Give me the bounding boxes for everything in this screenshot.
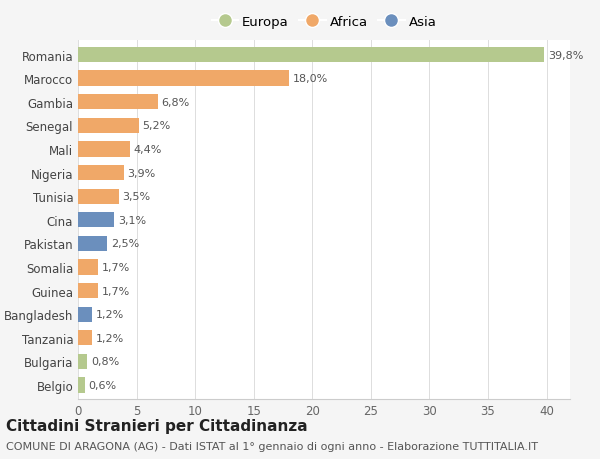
Bar — [78, 95, 158, 110]
Bar — [78, 378, 85, 393]
Bar — [78, 48, 544, 63]
Text: 3,1%: 3,1% — [118, 215, 146, 225]
Text: 39,8%: 39,8% — [548, 50, 583, 61]
Bar — [78, 236, 107, 252]
Text: Cittadini Stranieri per Cittadinanza: Cittadini Stranieri per Cittadinanza — [6, 418, 308, 433]
Text: 1,7%: 1,7% — [101, 286, 130, 296]
Text: 2,5%: 2,5% — [111, 239, 139, 249]
Bar — [78, 213, 115, 228]
Bar — [78, 142, 130, 157]
Bar — [78, 330, 92, 346]
Bar — [78, 307, 92, 322]
Legend: Europa, Africa, Asia: Europa, Africa, Asia — [209, 13, 439, 31]
Bar — [78, 118, 139, 134]
Text: 3,5%: 3,5% — [122, 192, 151, 202]
Text: 6,8%: 6,8% — [161, 98, 190, 107]
Bar — [78, 166, 124, 181]
Text: 1,2%: 1,2% — [95, 309, 124, 319]
Text: 4,4%: 4,4% — [133, 145, 161, 155]
Text: 3,9%: 3,9% — [127, 168, 155, 178]
Bar — [78, 71, 289, 87]
Text: 1,7%: 1,7% — [101, 263, 130, 273]
Text: 18,0%: 18,0% — [292, 74, 328, 84]
Bar — [78, 283, 98, 299]
Text: 0,6%: 0,6% — [89, 380, 116, 390]
Text: 1,2%: 1,2% — [95, 333, 124, 343]
Text: 5,2%: 5,2% — [142, 121, 170, 131]
Text: COMUNE DI ARAGONA (AG) - Dati ISTAT al 1° gennaio di ogni anno - Elaborazione TU: COMUNE DI ARAGONA (AG) - Dati ISTAT al 1… — [6, 441, 538, 451]
Bar — [78, 260, 98, 275]
Bar — [78, 354, 88, 369]
Bar — [78, 189, 119, 204]
Text: 0,8%: 0,8% — [91, 357, 119, 367]
